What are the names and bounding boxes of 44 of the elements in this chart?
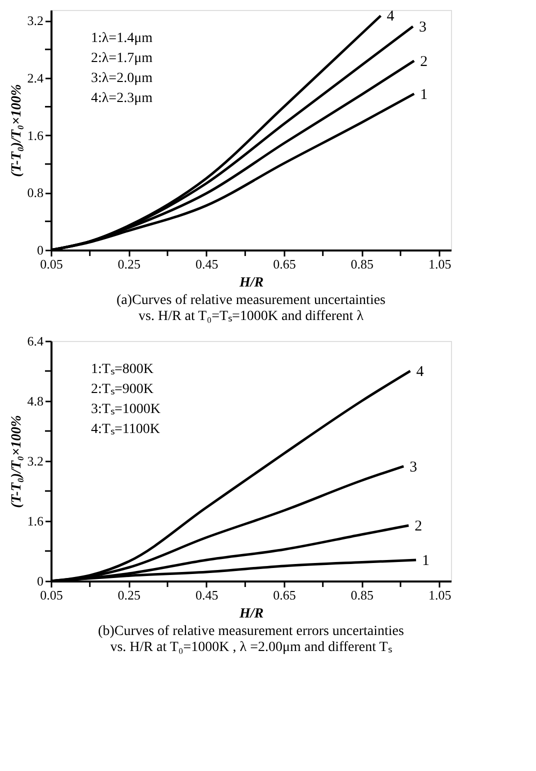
text: (b)Curves of relative measurement errors uncertainties vs. H/R at T₀=1000K , λ =2.00μm and different Tₛ	[98, 624, 404, 655]
annotation: 3:Tₛ=1000K	[91, 402, 160, 417]
annotation: 1:λ=1.4μm	[91, 31, 153, 46]
y-tick-label: 1.6	[27, 128, 44, 143]
y-tick-label: 3.2	[27, 13, 44, 28]
annotation: 2:λ=1.7μm	[91, 51, 153, 66]
annotation: 4:Tₛ=1100K	[91, 422, 160, 437]
annotation: 2:Tₛ=900K	[91, 382, 154, 397]
x-tick-label: 1.05	[428, 588, 452, 602]
y-tick-label: 0.8	[27, 185, 44, 200]
annotation: 1:Tₛ=800K	[91, 362, 154, 377]
x-tick-label: 0.25	[118, 256, 141, 272]
y-tick-label: 3.2	[27, 454, 44, 468]
x-axis-title: H/R	[238, 276, 264, 290]
y-axis-title: (T-T₀)/T₀×100%	[9, 415, 24, 508]
series-label: 1	[422, 553, 430, 569]
x-tick-label: 0.45	[195, 256, 218, 272]
x-tick-label: 0.85	[350, 588, 374, 602]
x-tick-label: 0.45	[195, 588, 218, 602]
x-tick-label: 0.65	[273, 588, 296, 602]
annotation: 4:λ=2.3μm	[91, 91, 153, 106]
y-tick-label: 6.4	[27, 334, 44, 348]
x-tick-label: 0.05	[40, 588, 63, 602]
y-tick-label: 4.8	[27, 394, 44, 408]
x-tick-label: 0.05	[40, 256, 63, 272]
annotation: 3:λ=2.0μm	[91, 71, 153, 86]
y-axis-title: (T-T₀)/T₀×100%	[9, 84, 24, 177]
text: (a)Curves of relative measurement uncertainties vs. H/R at T₀=Tₛ=1000K and different λ	[116, 293, 386, 324]
y-tick-label: 2.4	[27, 70, 44, 86]
series-label: 4	[416, 364, 424, 380]
x-axis-title: H/R	[238, 606, 264, 622]
y-tick-label: 0	[37, 574, 44, 588]
series-label: 1	[420, 86, 428, 103]
series-label: 4	[386, 8, 395, 25]
y-tick-label: 0	[37, 242, 44, 258]
x-tick-label: 0.65	[273, 256, 296, 272]
series-label: 2	[414, 518, 422, 534]
x-tick-label: 1.05	[428, 256, 452, 272]
series-label: 3	[418, 19, 426, 36]
x-tick-label: 0.25	[118, 588, 141, 602]
series-label: 3	[410, 459, 418, 476]
x-tick-label: 0.85	[350, 256, 374, 272]
series-label: 2	[420, 54, 428, 70]
y-tick-label: 1.6	[27, 514, 44, 528]
